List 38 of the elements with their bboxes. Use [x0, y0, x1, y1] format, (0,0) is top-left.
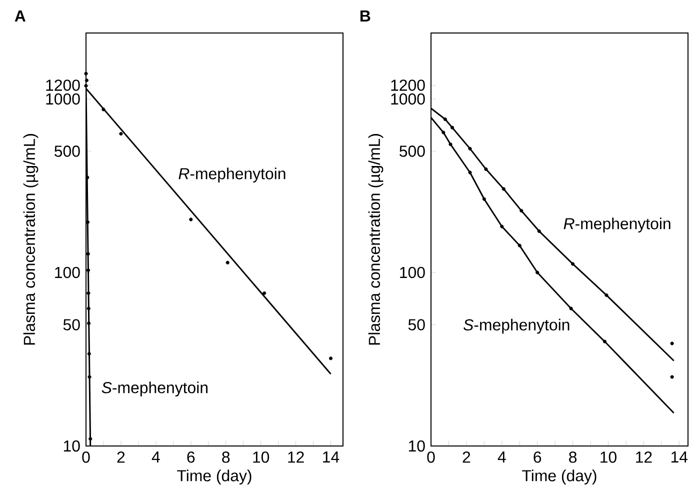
y-tick-label: 10 — [408, 440, 425, 452]
x-tick-label: 6 — [534, 452, 542, 463]
y-tick-label: 100 — [55, 266, 80, 278]
y-tick-label: 100 — [400, 266, 425, 278]
x-tick-label: 12 — [288, 452, 304, 463]
x-tick-label: 2 — [117, 452, 125, 463]
x-tick-label: 4 — [498, 452, 506, 462]
y-tick-label: 50 — [408, 319, 425, 330]
y-axis-title: Plasma concentration (µg/mL) — [368, 134, 384, 345]
x-tick-label: 4 — [152, 452, 160, 462]
y-axis-title: Plasma concentration (µg/mL) — [23, 134, 38, 345]
x-tick-label: 0 — [82, 452, 90, 463]
x-tick-label: 14 — [672, 452, 688, 462]
y-tick-label: 1000 — [46, 93, 80, 105]
x-tick-label: 6 — [187, 452, 195, 463]
x-tick-label: 10 — [253, 452, 270, 463]
y-tick-label: 1200 — [391, 80, 425, 91]
x-tick-label: 0 — [427, 452, 435, 463]
x-tick-label: 14 — [323, 452, 340, 462]
y-tick-label: 1000 — [391, 93, 425, 105]
chart-title: B — [360, 10, 370, 22]
y-tick-label: 500 — [54, 146, 80, 157]
x-axis-title: Time (day) — [177, 470, 252, 484]
x-axis-title: Time (day) — [522, 470, 596, 484]
y-tick-label: 1200 — [46, 80, 80, 91]
x-tick-label: 8 — [222, 452, 230, 463]
series-label: R-mephenytoin — [178, 168, 286, 182]
x-tick-label: 12 — [636, 452, 652, 463]
y-tick-label: 500 — [400, 146, 425, 157]
y-tick-label: 10 — [64, 440, 80, 452]
y-tick-label: 50 — [63, 319, 80, 330]
x-tick-label: 10 — [600, 452, 616, 463]
chart-title: A — [14, 10, 26, 22]
series-label: S-mephenytoin — [463, 318, 570, 334]
x-tick-label: 8 — [569, 452, 577, 463]
series-label: S-mephenytoin — [102, 382, 208, 396]
x-tick-label: 2 — [462, 452, 470, 463]
series-label: R-mephenytoin — [564, 218, 670, 232]
